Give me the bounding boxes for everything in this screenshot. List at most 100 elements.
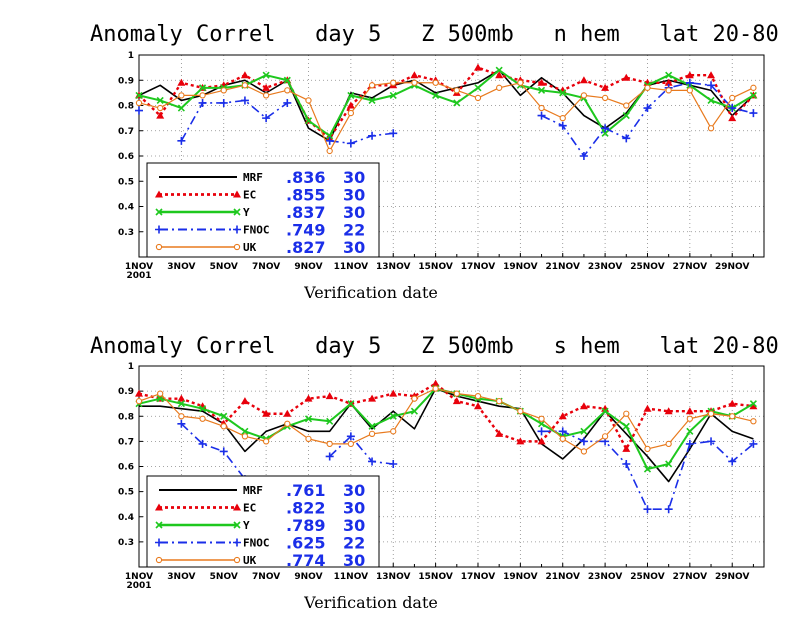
shem-point-y — [326, 417, 334, 425]
nhem-point-y — [135, 91, 143, 99]
shem-series-group — [135, 379, 758, 529]
shem-point-uk — [580, 448, 588, 455]
nhem-point-ec — [240, 71, 249, 79]
nhem-point-y — [537, 86, 546, 94]
shem-point-ec — [558, 412, 567, 420]
shem-point-fnoc — [728, 457, 737, 466]
nhem-x-tick-label: 15NOV — [418, 262, 452, 272]
nhem-x-tick-label: 11NOV — [334, 262, 368, 272]
nhem-point-fnoc — [177, 136, 186, 145]
nhem-point-y — [601, 129, 609, 137]
nhem-point-ec — [685, 71, 694, 79]
shem-point-fnoc — [749, 439, 758, 448]
nhem-point-uk — [707, 125, 715, 132]
shem-point-y — [304, 415, 313, 423]
nhem-legend-name-y: Y — [243, 206, 250, 219]
nhem-series-uk — [135, 79, 757, 155]
shem-y-tick-label: 0.9 — [118, 387, 134, 397]
shem-point-uk — [686, 415, 693, 422]
shem-point-uk — [538, 415, 545, 422]
nhem-series-fnoc — [135, 78, 758, 160]
nhem-point-uk — [326, 147, 333, 155]
shem-point-ec — [622, 444, 631, 452]
nhem-point-ec — [495, 71, 504, 79]
nhem-legend-stat-y: .837 — [286, 203, 325, 222]
nhem-point-fnoc — [262, 114, 271, 123]
shem-point-uk — [347, 440, 355, 448]
nhem-legend-marker-y — [155, 208, 163, 216]
shem-point-uk — [665, 440, 672, 448]
nhem-legend-marker-uk — [233, 243, 241, 251]
nhem-point-fnoc — [537, 111, 546, 120]
nhem-legend-count-y: 30 — [343, 203, 365, 222]
nhem-point-ec — [707, 71, 716, 79]
nhem-legend-marker-ec — [155, 190, 163, 198]
shem-point-y — [389, 412, 397, 420]
shem-y-tick-label: 0.7 — [118, 437, 134, 447]
nhem-point-fnoc — [622, 134, 631, 143]
nhem-point-uk — [368, 82, 376, 89]
shem-point-uk — [623, 410, 630, 417]
shem-series-uk — [135, 385, 757, 455]
shem-point-y — [601, 407, 609, 415]
nhem-point-y — [453, 99, 461, 107]
nhem-x-tick-label: 17NOV — [461, 262, 495, 272]
nhem-point-ec — [664, 78, 673, 86]
shem-point-ec — [240, 397, 249, 405]
shem-point-y — [622, 422, 630, 430]
shem-point-uk — [390, 428, 397, 435]
shem-point-fnoc — [643, 505, 652, 514]
nhem-point-fnoc — [325, 136, 334, 145]
shem-legend-marker-y — [233, 521, 241, 529]
nhem-point-uk — [178, 92, 185, 99]
nhem-x-tick-label: 23NOV — [588, 262, 622, 272]
shem-point-fnoc — [622, 459, 631, 468]
nhem-point-y — [156, 96, 164, 105]
nhem-point-uk — [517, 79, 524, 86]
nhem-x-tick-label: 1NOV — [125, 262, 153, 272]
nhem-point-fnoc — [728, 104, 737, 113]
nhem-point-fnoc — [198, 98, 207, 107]
shem-x-tick-label: 1NOV — [125, 572, 153, 582]
shem-legend-marker-fnoc — [155, 538, 163, 547]
nhem-point-fnoc — [368, 131, 377, 140]
shem-point-ec — [685, 407, 694, 415]
nhem-point-y — [559, 89, 567, 97]
shem-point-ec — [368, 394, 377, 402]
nhem-legend-count-mrf: 30 — [343, 168, 365, 187]
nhem-point-y — [326, 132, 334, 140]
nhem-point-uk — [496, 84, 503, 91]
shem-point-uk — [517, 408, 524, 415]
shem-point-ec — [728, 399, 737, 407]
nhem-point-y — [368, 96, 376, 105]
nhem-x-tick-label: 25NOV — [630, 262, 664, 272]
nhem-point-y — [198, 84, 207, 92]
shem-point-uk — [368, 430, 376, 437]
nhem-point-fnoc — [579, 152, 588, 160]
shem-x-tick-label: 25NOV — [630, 572, 664, 582]
nhem-point-uk — [729, 94, 736, 102]
nhem-point-ec — [601, 83, 610, 91]
shem-point-uk — [453, 390, 460, 397]
shem-point-fnoc — [579, 437, 588, 446]
shem-point-y — [643, 465, 652, 473]
shem-point-y — [198, 405, 207, 413]
nhem-y-tick-label: 0.6 — [118, 152, 134, 162]
nhem-legend-count-ec: 30 — [343, 186, 365, 205]
nhem-point-ec — [346, 101, 355, 109]
shem-point-uk — [199, 415, 206, 422]
nhem-point-uk — [686, 87, 693, 94]
nhem-legend-marker-fnoc — [233, 225, 241, 234]
shem-x-tick-label: 19NOV — [503, 572, 537, 582]
nhem-y-tick-label: 1 — [128, 51, 134, 61]
shem-point-uk — [750, 418, 757, 425]
shem-point-uk — [178, 413, 185, 420]
nhem-point-uk — [157, 104, 164, 112]
nhem-point-fnoc — [749, 109, 758, 118]
nhem-x-tick-label: 27NOV — [673, 262, 707, 272]
shem-point-ec — [262, 409, 271, 417]
shem-legend-marker-uk — [233, 556, 241, 564]
nhem-x-tick-label: 3NOV — [167, 262, 195, 272]
